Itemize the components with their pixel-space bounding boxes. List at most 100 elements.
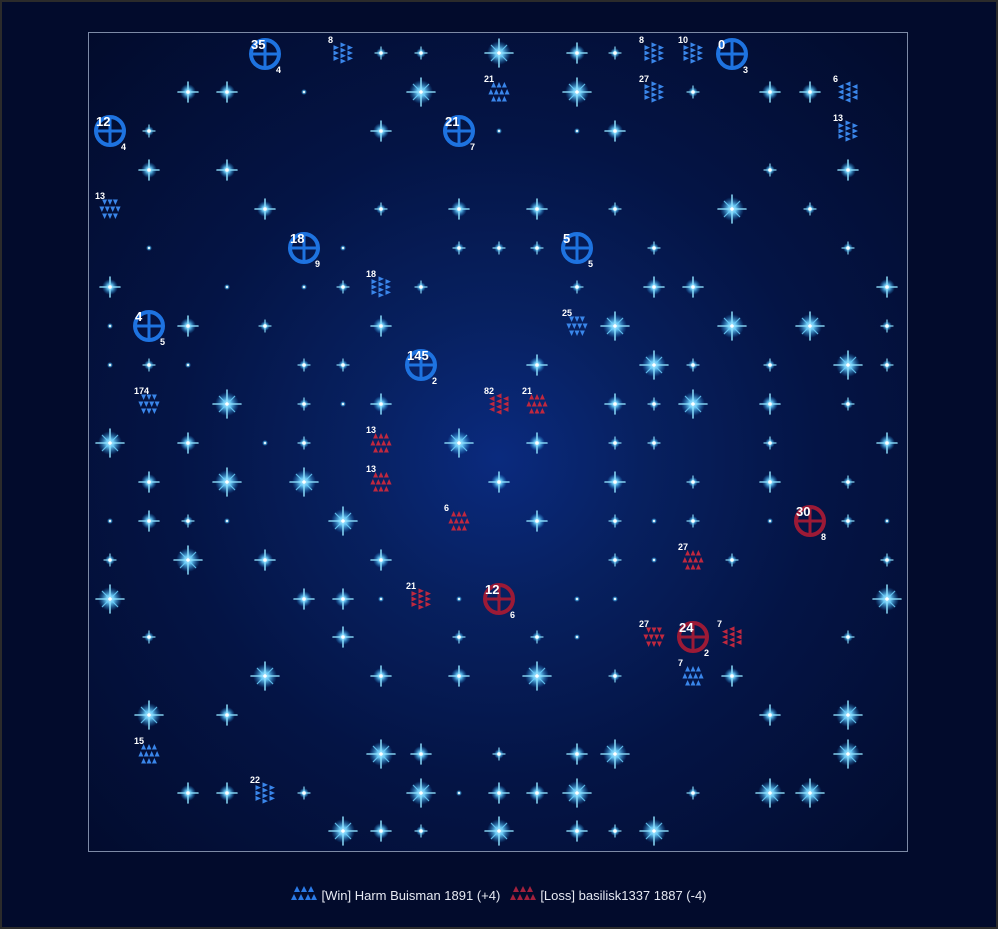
star-icon [328, 816, 358, 846]
planet-blue[interactable]: 145 2 [405, 348, 437, 386]
star-icon [841, 514, 855, 528]
fleet-red[interactable]: 7 [717, 619, 742, 648]
fleet-red[interactable]: 27 [639, 619, 665, 647]
planet-blue[interactable]: 03 [716, 37, 748, 75]
fleet-ship-count: 174 [134, 386, 149, 396]
planet-growth-rate: 6 [510, 610, 515, 620]
fleet-blue[interactable]: 174 [134, 386, 160, 414]
planet-red[interactable]: 30 8 [794, 504, 826, 542]
planet-blue[interactable]: 35 4 [249, 37, 281, 75]
fleet-blue[interactable]: 22 [250, 775, 275, 804]
fleet-blue[interactable]: 13 [95, 191, 121, 219]
star-icon [833, 739, 863, 769]
fleet-blue[interactable]: 25 [562, 308, 588, 336]
fleet-blue[interactable]: 7 [678, 658, 704, 686]
star-icon [682, 276, 704, 298]
star-icon [142, 124, 156, 138]
star-icon [721, 665, 743, 687]
star-icon [686, 514, 700, 528]
planet-blue[interactable]: 21 7 [443, 114, 475, 152]
fleet-ship-count: 15 [134, 736, 144, 746]
legend: [Win] Harm Buisman 1891 (+4) [Loss] basi… [0, 880, 998, 910]
fleet-icon [255, 782, 275, 804]
fleet-icon [411, 588, 431, 610]
star-icon [456, 790, 462, 796]
planet-ring-icon [483, 583, 515, 615]
fleet-ship-count: 6 [444, 503, 449, 513]
star-icon [725, 553, 739, 567]
star-icon [301, 284, 307, 290]
star-icon [456, 596, 462, 602]
star-icon [332, 626, 354, 648]
fleet-blue[interactable]: 10 [678, 35, 703, 64]
fleet-red[interactable]: 6 [444, 503, 470, 531]
fleet-blue[interactable]: 27 [639, 74, 664, 103]
fleet-ship-count: 13 [833, 113, 843, 123]
fleet-red[interactable]: 27 [678, 542, 704, 570]
fleet-blue[interactable]: 6 [833, 74, 858, 103]
planet-ring-icon [794, 505, 826, 537]
planet-blue[interactable]: 12 4 [94, 114, 126, 152]
star-icon [872, 584, 902, 614]
star-icon [647, 241, 661, 255]
star-icon [224, 518, 230, 524]
fleet-icon [644, 42, 664, 64]
fleet-red[interactable]: 21 [522, 386, 548, 414]
star-icon [763, 436, 777, 450]
star-icon [600, 311, 630, 341]
planet-growth-rate: 4 [121, 142, 126, 152]
planet-growth-rate: 4 [276, 65, 281, 75]
star-icon [484, 816, 514, 846]
legend-player2-label: [Loss] basilisk1337 1887 (-4) [540, 887, 707, 903]
star-icon [492, 747, 506, 761]
star-icon [604, 471, 626, 493]
star-icon [686, 475, 700, 489]
fleet-blue[interactable]: 13 [833, 113, 858, 142]
fleet-ship-count: 13 [366, 425, 376, 435]
star-icon [138, 510, 160, 532]
planet-ring-icon [94, 115, 126, 147]
fleet-red[interactable]: 21 [406, 581, 431, 610]
planet-blue[interactable]: 45 [133, 309, 165, 347]
fleet-red[interactable]: 13 [366, 464, 392, 492]
star-icon [608, 202, 622, 216]
fleet-blue[interactable]: 21 [484, 74, 510, 102]
star-icon [841, 241, 855, 255]
planet-growth-rate: 9 [315, 259, 320, 269]
fleet-red[interactable]: 13 [366, 425, 392, 453]
fleet-blue[interactable]: 15 [134, 736, 160, 764]
fleet-icon [566, 316, 588, 336]
fleet-ship-count: 7 [678, 658, 683, 668]
planet-ring-icon [443, 115, 475, 147]
star-icon [833, 700, 863, 730]
star-icon [566, 820, 588, 842]
star-icon [406, 77, 436, 107]
star-icon [526, 510, 548, 532]
planet-red[interactable]: 12 6 [483, 582, 515, 620]
fleet-blue[interactable]: 8 [328, 35, 353, 64]
star-icon [142, 358, 156, 372]
star-icon [328, 506, 358, 536]
star-icon [530, 630, 544, 644]
star-icon [566, 42, 588, 64]
star-icon [378, 596, 384, 602]
star-icon [759, 704, 781, 726]
fleet-red[interactable]: 82 [484, 386, 509, 415]
star-icon [492, 241, 506, 255]
planet-ship-count: 0 [718, 37, 725, 52]
star-icon [651, 557, 657, 563]
neutral-stars [95, 38, 902, 846]
fleet-ship-count: 21 [522, 386, 532, 396]
planet-red[interactable]: 24 2 [677, 620, 709, 658]
star-icon [340, 245, 346, 251]
fleet-blue[interactable]: 8 [639, 35, 664, 64]
star-icon [452, 630, 466, 644]
planet-blue[interactable]: 18 9 [288, 231, 320, 269]
star-icon [212, 389, 242, 419]
star-icon [138, 159, 160, 181]
fleet-blue[interactable]: 18 [366, 269, 391, 298]
star-icon [336, 280, 350, 294]
planet-blue[interactable]: 55 [561, 231, 593, 269]
